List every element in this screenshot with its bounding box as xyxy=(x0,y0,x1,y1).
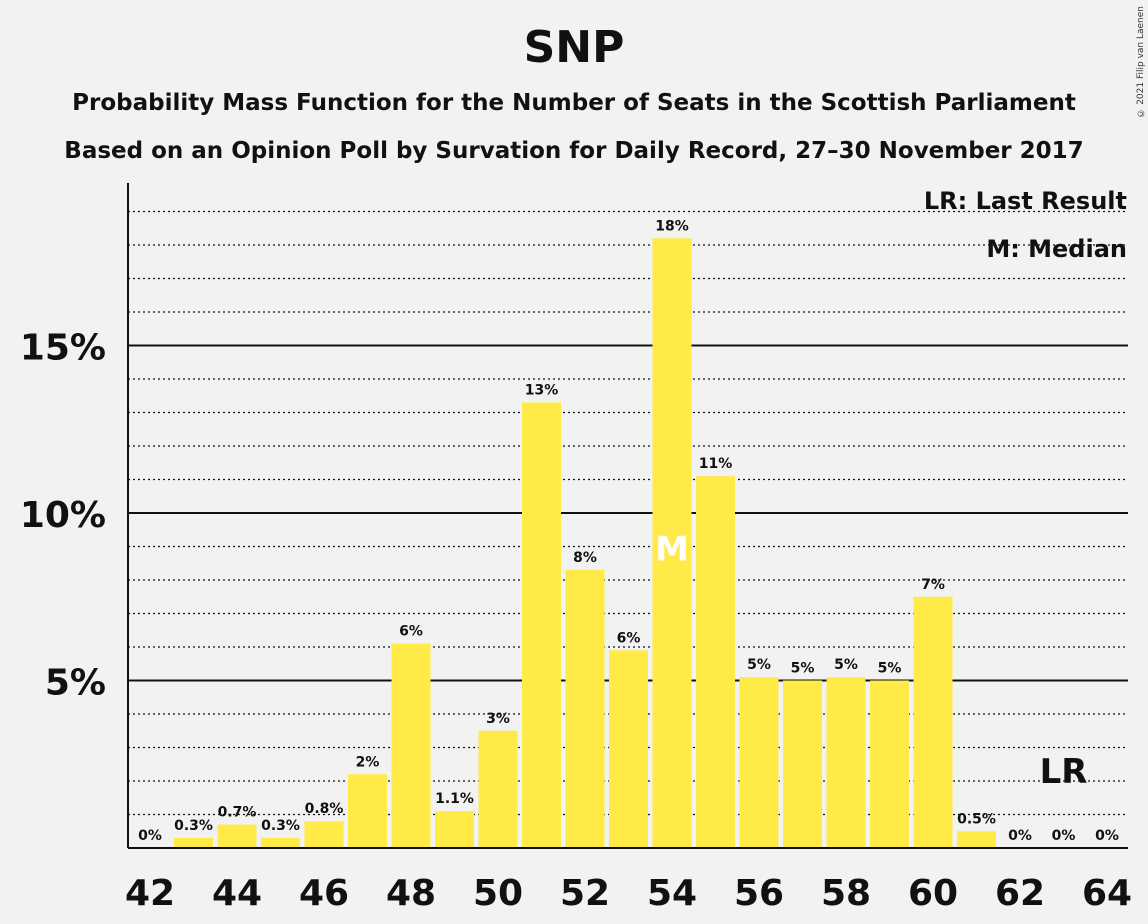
data-label: 3% xyxy=(486,711,510,727)
data-label: 0.5% xyxy=(957,811,996,827)
data-label: 11% xyxy=(699,456,733,472)
bar xyxy=(739,677,779,848)
data-label: 0% xyxy=(138,828,162,844)
bar xyxy=(348,774,387,848)
x-tick-label: 54 xyxy=(647,873,697,914)
data-label: 7% xyxy=(921,577,945,593)
x-tick-label: 48 xyxy=(386,873,436,914)
bar xyxy=(522,402,561,848)
legend-entry: M: Median xyxy=(986,235,1127,263)
data-label: 0% xyxy=(1052,828,1076,844)
bar xyxy=(304,821,344,848)
bar xyxy=(783,680,822,848)
data-label: 8% xyxy=(573,550,597,566)
bar xyxy=(609,650,648,848)
y-tick-label: 10% xyxy=(20,495,106,536)
data-label: 6% xyxy=(617,630,641,646)
legend-entry: LR: Last Result xyxy=(924,187,1127,215)
chart-subtitle-2: Based on an Opinion Poll by Survation fo… xyxy=(64,138,1084,164)
bar xyxy=(261,837,300,848)
bar xyxy=(652,238,692,849)
x-tick-label: 52 xyxy=(560,873,610,914)
chart-title: SNP xyxy=(523,22,625,73)
x-tick-label: 64 xyxy=(1082,873,1132,914)
data-label: 0.3% xyxy=(261,818,300,834)
x-tick-label: 42 xyxy=(125,873,175,914)
data-label: 5% xyxy=(834,657,858,673)
data-label: 5% xyxy=(747,657,771,673)
x-tick-label: 62 xyxy=(995,873,1045,914)
data-label: 0.8% xyxy=(305,801,344,817)
bar xyxy=(435,811,474,848)
data-label: 18% xyxy=(655,218,689,234)
bar xyxy=(217,824,257,848)
x-tick-label: 58 xyxy=(821,873,871,914)
data-label: 0% xyxy=(1008,828,1032,844)
median-marker: M xyxy=(655,529,689,569)
bar xyxy=(870,680,909,848)
bar xyxy=(957,831,996,848)
data-label: 0% xyxy=(1095,828,1119,844)
data-label: 2% xyxy=(356,754,380,770)
bar xyxy=(565,569,605,848)
chart-subtitle-1: Probability Mass Function for the Number… xyxy=(72,90,1076,116)
data-label: 5% xyxy=(791,661,815,677)
data-label: 13% xyxy=(525,382,559,398)
bar xyxy=(174,837,213,848)
data-label: 1.1% xyxy=(435,791,474,807)
x-tick-label: 44 xyxy=(212,873,262,914)
x-tick-label: 60 xyxy=(908,873,958,914)
bar xyxy=(913,596,953,848)
bar xyxy=(391,643,431,848)
data-label: 5% xyxy=(878,661,902,677)
y-tick-label: 5% xyxy=(45,663,106,704)
x-tick-label: 56 xyxy=(734,873,784,914)
x-tick-label: 46 xyxy=(299,873,349,914)
data-label: 0.7% xyxy=(218,805,257,821)
bar xyxy=(826,677,866,848)
bar xyxy=(478,730,518,848)
x-tick-label: 50 xyxy=(473,873,523,914)
y-tick-label: 15% xyxy=(20,328,106,369)
data-label: 0.3% xyxy=(174,818,213,834)
bar xyxy=(696,476,735,848)
data-label: 6% xyxy=(399,624,423,640)
last-result-marker: LR xyxy=(1040,752,1088,792)
